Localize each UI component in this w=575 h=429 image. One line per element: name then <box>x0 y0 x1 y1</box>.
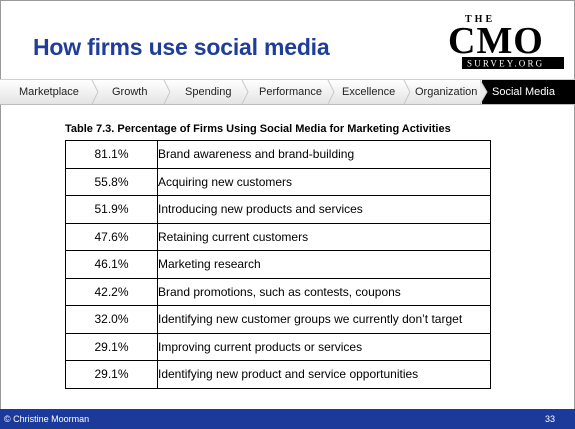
activity-cell: Identifying new customer groups we curre… <box>157 305 491 334</box>
chevron-separator-icon <box>403 80 411 104</box>
footer-bar: © Christine Moorman 33 <box>0 409 575 429</box>
social-media-usage-table: 81.1% Brand awareness and brand-building… <box>65 140 491 389</box>
activity-cell: Retaining current customers <box>157 222 491 251</box>
table-row: 32.0% Identifying new customer groups we… <box>65 305 491 334</box>
percent-cell: 51.9% <box>65 195 158 224</box>
activity-cell: Marketing research <box>157 250 491 279</box>
table-row: 55.8% Acquiring new customers <box>65 167 491 196</box>
percent-cell: 55.8% <box>65 167 158 196</box>
table-row: 29.1% Identifying new product and servic… <box>65 360 491 389</box>
chevron-separator-icon <box>480 80 488 104</box>
table-row: 46.1% Marketing research <box>65 250 491 279</box>
cmo-survey-logo: THE CMO SURVEY.ORG <box>448 14 564 69</box>
logo-the-text: THE <box>465 14 495 25</box>
chevron-separator-icon <box>163 80 171 104</box>
percent-cell: 42.2% <box>65 277 158 306</box>
table-row: 81.1% Brand awareness and brand-building <box>65 140 491 169</box>
nav-item-performance[interactable]: Performance <box>259 86 322 98</box>
section-nav-bar: Marketplace Growth Spending Performance … <box>0 79 575 105</box>
percent-cell: 29.1% <box>65 332 158 361</box>
page-number: 33 <box>544 414 555 424</box>
nav-active-tab-background <box>482 80 575 104</box>
chevron-separator-icon <box>91 80 99 104</box>
percent-cell: 47.6% <box>65 222 158 251</box>
activity-cell: Acquiring new customers <box>157 167 491 196</box>
table-row: 47.6% Retaining current customers <box>65 222 491 251</box>
percent-cell: 46.1% <box>65 250 158 279</box>
table-caption: Table 7.3. Percentage of Firms Using Soc… <box>65 123 451 135</box>
activity-cell: Brand awareness and brand-building <box>157 140 491 169</box>
nav-item-organization[interactable]: Organization <box>415 86 478 98</box>
table-row: 29.1% Improving current products or serv… <box>65 332 491 361</box>
copyright-text: © Christine Moorman <box>4 414 90 424</box>
activity-cell: Identifying new product and service oppo… <box>157 360 491 389</box>
chevron-separator-icon <box>241 80 249 104</box>
percent-cell: 81.1% <box>65 140 158 169</box>
logo-survey-text: SURVEY.ORG <box>467 59 544 69</box>
chevron-separator-icon <box>327 80 335 104</box>
nav-item-marketplace[interactable]: Marketplace <box>19 86 79 98</box>
percent-cell: 29.1% <box>65 360 158 389</box>
nav-item-spending[interactable]: Spending <box>185 86 232 98</box>
percent-cell: 32.0% <box>65 305 158 334</box>
slide-title: How firms use social media <box>33 34 330 60</box>
nav-item-growth[interactable]: Growth <box>112 86 148 98</box>
nav-item-social-media[interactable]: Social Media <box>492 86 555 98</box>
activity-cell: Introducing new products and services <box>157 195 491 224</box>
table-row: 42.2% Brand promotions, such as contests… <box>65 277 491 306</box>
activity-cell: Brand promotions, such as contests, coup… <box>157 277 491 306</box>
nav-item-excellence[interactable]: Excellence <box>342 86 396 98</box>
table-row: 51.9% Introducing new products and servi… <box>65 195 491 224</box>
activity-cell: Improving current products or services <box>157 332 491 361</box>
logo-cmo-text: CMO <box>448 20 544 62</box>
